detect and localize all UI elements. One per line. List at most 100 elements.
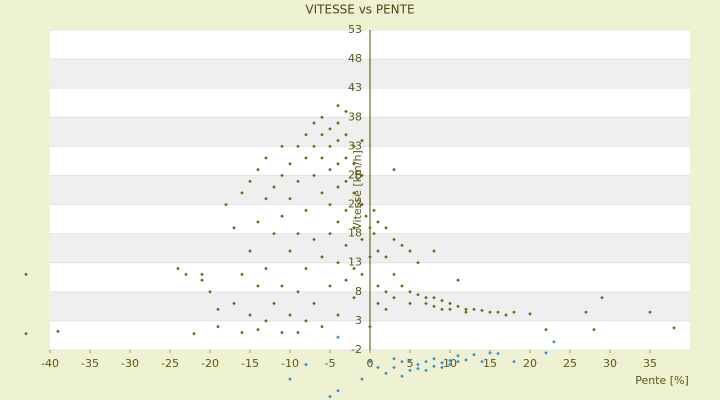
- data-point: [232, 301, 236, 306]
- data-point: [296, 179, 300, 184]
- x-tick-label: -20: [201, 357, 219, 370]
- data-point: [392, 237, 396, 242]
- data-point: [344, 109, 348, 114]
- y-tick-label: 48: [348, 52, 362, 65]
- data-point: [336, 185, 340, 189]
- y-tick-label: 38: [348, 110, 362, 123]
- x-tick-label: 15: [483, 357, 497, 370]
- data-point: [344, 156, 348, 160]
- y-axis-title: Vitesse [km/h]: [351, 150, 364, 230]
- y-tick-label: 8: [355, 285, 362, 298]
- data-point: [368, 324, 372, 329]
- data-point: [336, 220, 340, 224]
- data-point: [200, 272, 204, 277]
- x-tick-label: -25: [161, 357, 179, 370]
- data-point: [424, 359, 428, 364]
- data-point: [328, 231, 332, 236]
- data-point: [440, 298, 444, 303]
- y-tick-label: 3: [355, 314, 362, 327]
- data-point: [224, 202, 228, 207]
- data-point: [528, 312, 532, 316]
- data-point: [264, 156, 268, 160]
- data-point: [424, 368, 428, 373]
- data-point: [336, 335, 340, 339]
- data-point: [256, 284, 260, 288]
- y-tick-label: 28: [348, 168, 362, 181]
- x-tick-label: 25: [563, 357, 577, 370]
- data-point: [456, 278, 460, 282]
- data-point: [344, 208, 348, 213]
- data-point: [368, 226, 372, 230]
- data-point: [336, 162, 340, 166]
- data-point: [352, 295, 356, 300]
- data-point: [328, 394, 332, 399]
- data-point: [320, 115, 324, 120]
- data-point: [272, 301, 276, 306]
- data-point: [320, 132, 324, 137]
- data-point: [432, 356, 436, 361]
- data-point: [496, 310, 500, 314]
- data-point: [344, 132, 348, 137]
- data-point: [280, 144, 284, 149]
- data-point: [232, 226, 236, 230]
- data-point: [320, 156, 324, 160]
- data-point: [400, 284, 404, 288]
- data-point: [280, 214, 284, 218]
- data-point: [592, 327, 596, 332]
- data-point: [364, 214, 368, 218]
- data-point: [336, 103, 340, 108]
- data-point: [552, 340, 556, 344]
- data-point: [400, 374, 404, 378]
- data-point: [424, 301, 428, 306]
- data-point: [336, 313, 340, 317]
- data-point: [488, 310, 492, 314]
- data-point: [360, 377, 364, 381]
- data-point: [344, 179, 348, 184]
- data-point: [192, 331, 196, 336]
- data-point: [464, 307, 468, 312]
- x-tick-label: -35: [81, 357, 99, 370]
- data-point: [488, 351, 492, 355]
- data-point: [544, 351, 548, 355]
- data-point: [372, 231, 376, 236]
- data-point: [408, 290, 412, 294]
- data-point: [296, 231, 300, 236]
- data-point: [216, 307, 220, 312]
- data-point: [392, 356, 396, 361]
- data-point: [288, 249, 292, 253]
- data-point: [328, 202, 332, 207]
- data-point: [360, 272, 364, 277]
- data-point: [416, 366, 420, 371]
- data-point: [544, 327, 548, 332]
- data-point: [448, 307, 452, 312]
- data-point: [280, 284, 284, 288]
- y-tick-label: 23: [348, 198, 362, 211]
- data-point: [448, 301, 452, 306]
- data-point: [648, 310, 652, 314]
- data-point: [248, 179, 252, 184]
- data-point: [376, 249, 380, 253]
- data-point: [336, 388, 340, 393]
- data-point: [280, 173, 284, 178]
- data-point: [352, 144, 356, 149]
- data-point: [400, 359, 404, 364]
- data-point: [432, 304, 436, 309]
- data-point: [440, 365, 444, 370]
- data-point: [208, 290, 212, 294]
- data-point: [264, 196, 268, 201]
- data-point: [304, 156, 308, 160]
- data-point: [328, 127, 332, 131]
- y-tick-label: 53: [348, 23, 362, 36]
- data-point: [600, 295, 604, 300]
- data-point: [328, 167, 332, 172]
- data-point: [304, 208, 308, 213]
- data-point: [352, 226, 356, 230]
- data-point: [320, 191, 324, 195]
- data-point: [360, 173, 364, 178]
- x-tick-label: 20: [523, 357, 537, 370]
- data-point: [480, 308, 484, 313]
- data-point: [416, 292, 420, 297]
- data-point: [464, 358, 468, 362]
- data-point: [272, 185, 276, 189]
